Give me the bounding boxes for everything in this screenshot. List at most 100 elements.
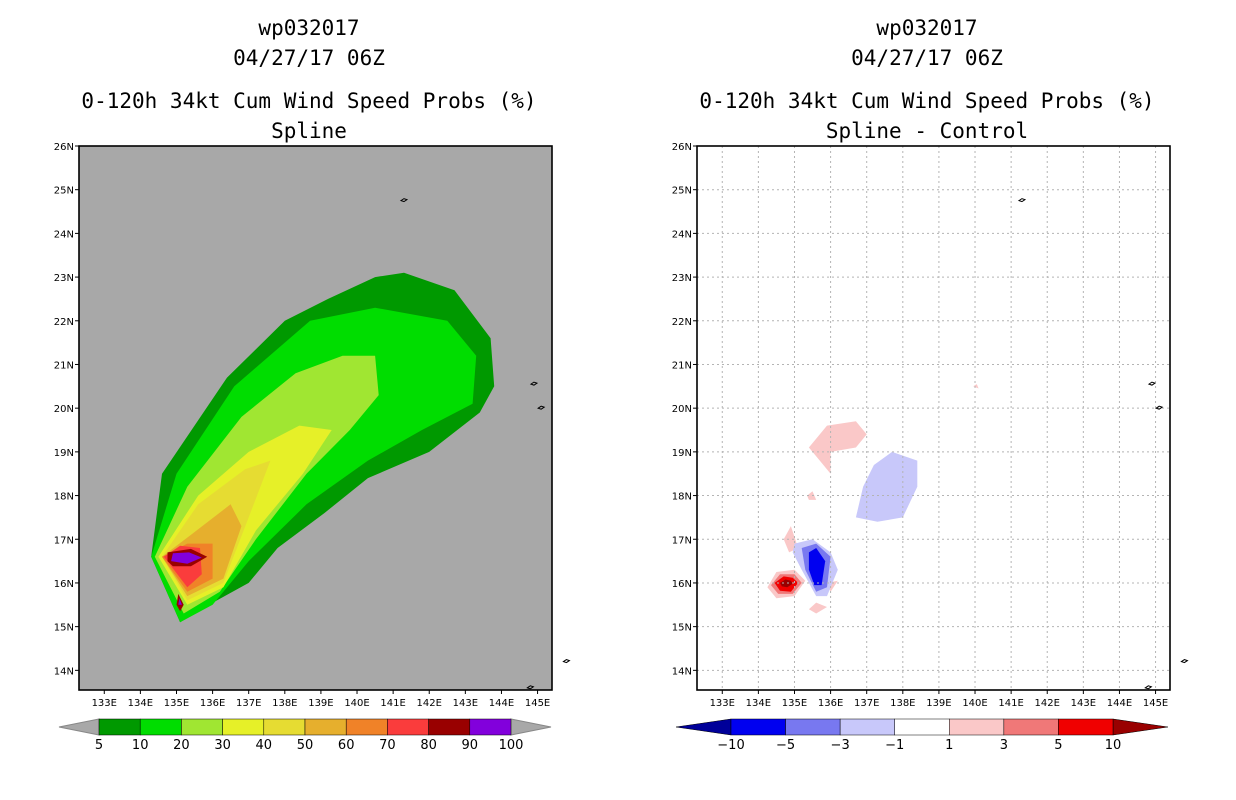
left-panel: wp032017 04/27/17 06Z 0-120h 34kt Cum Wi… <box>54 16 571 753</box>
colorbar-swatch <box>222 718 265 736</box>
contour-1-0 <box>808 421 867 474</box>
y-tick-label: 19N <box>54 448 74 459</box>
colorbar-swatch <box>98 718 141 736</box>
left-map-chart: 133E 134E 135E 136E 137E 138E 139E 140E 141E 142E… <box>54 142 571 753</box>
colorbar-label: 1 <box>945 738 953 753</box>
colorbar-label: 10 <box>1105 738 1122 753</box>
contour-1-4 <box>973 384 979 389</box>
colorbar-swatch <box>785 718 841 736</box>
colorbar-label: 50 <box>297 738 314 753</box>
colorbar-swatch <box>263 718 306 736</box>
x-tick-label: 135E <box>782 698 807 709</box>
y-tick-label: 15N <box>672 623 692 634</box>
colorbar-label: 70 <box>379 738 396 753</box>
x-tick-label: 142E <box>417 698 442 709</box>
colorbar-swatch <box>139 718 182 736</box>
island-outline <box>529 381 539 386</box>
datetime: 04/27/17 06Z <box>851 46 1003 70</box>
chart-subtitle: Spline - Control <box>825 119 1029 143</box>
colorbar-arrow-right <box>510 718 552 736</box>
contour--1-1 <box>855 451 918 522</box>
colorbar-swatch <box>181 718 223 736</box>
chart-title: 0-120h 34kt Cum Wind Speed Probs (%) <box>699 89 1155 113</box>
colorbar-swatch <box>469 718 512 736</box>
colorbar-label: 60 <box>338 738 355 753</box>
x-tick-label: 144E <box>1107 698 1132 709</box>
y-tick-label: 22N <box>54 317 74 328</box>
x-tick-label: 144E <box>489 698 514 709</box>
island-outline <box>1155 405 1164 410</box>
y-tick-label: 25N <box>672 186 692 197</box>
island-outline <box>562 659 571 664</box>
datetime: 04/27/17 06Z <box>233 46 385 70</box>
y-tick-label: 14N <box>54 666 74 677</box>
right-map-chart: 133E 134E 135E 136E 137E 138E 139E 140E 141E 142E… <box>672 142 1189 753</box>
y-tick-label: 26N <box>672 142 692 153</box>
y-tick-label: 20N <box>672 404 692 415</box>
colorbar-swatch <box>1003 718 1059 736</box>
y-tick-label: 16N <box>54 579 74 590</box>
island-outline <box>1180 659 1189 664</box>
contour--5-9 <box>808 548 826 586</box>
y-tick-label: 25N <box>54 186 74 197</box>
x-tick-label: 141E <box>380 698 405 709</box>
colorbar-label: 40 <box>256 738 273 753</box>
y-tick-label: 18N <box>54 492 74 503</box>
y-tick-label: 21N <box>54 360 74 371</box>
colorbar-label: 20 <box>173 738 190 753</box>
y-tick-label: 14N <box>672 666 692 677</box>
y-tick-label: 23N <box>672 273 692 284</box>
x-tick-label: 143E <box>1071 698 1096 709</box>
x-tick-label: 133E <box>710 698 735 709</box>
colorbar-label: −10 <box>717 738 744 753</box>
colorbar-label: 3 <box>1000 738 1008 753</box>
colorbar-label: 100 <box>499 738 524 753</box>
x-tick-label: 136E <box>818 698 843 709</box>
colorbar-label: −3 <box>831 738 850 753</box>
colorbar-swatch <box>894 718 950 736</box>
island-outline <box>399 198 409 203</box>
colorbar-label: 80 <box>420 738 437 753</box>
x-tick-label: 137E <box>854 698 879 709</box>
colorbar-swatch <box>730 718 786 736</box>
x-tick-label: 137E <box>236 698 261 709</box>
storm-id: wp032017 <box>258 16 360 40</box>
y-tick-label: 21N <box>672 360 692 371</box>
colorbar-label: 5 <box>1054 738 1062 753</box>
colorbar-swatch <box>1058 718 1114 736</box>
colorbar-swatch <box>839 718 895 736</box>
island-outline <box>1017 198 1027 203</box>
x-tick-label: 139E <box>308 698 333 709</box>
y-tick-label: 23N <box>54 273 74 284</box>
contour-90-11 <box>178 598 182 605</box>
contour-90-9 <box>171 552 202 564</box>
colorbar-label: 90 <box>462 738 479 753</box>
x-tick-label: 140E <box>962 698 987 709</box>
colorbar-swatch <box>949 718 1005 736</box>
contour-1-3 <box>807 491 817 500</box>
chart-subtitle: Spline <box>271 119 347 143</box>
x-tick-label: 138E <box>272 698 297 709</box>
colorbar-swatch <box>387 718 429 736</box>
y-tick-label: 15N <box>54 623 74 634</box>
x-tick-label: 134E <box>128 698 153 709</box>
x-tick-label: 141E <box>998 698 1023 709</box>
colorbar-label: −5 <box>776 738 795 753</box>
plot-frame <box>696 145 1171 691</box>
island-outline <box>537 405 546 410</box>
colorbar-label: −1 <box>885 738 904 753</box>
x-tick-label: 142E <box>1035 698 1060 709</box>
x-tick-label: 140E <box>344 698 369 709</box>
colorbar-arrow-right <box>1112 718 1169 736</box>
x-tick-label: 135E <box>164 698 189 709</box>
colorbar-arrow-left <box>58 718 100 736</box>
colorbar-swatch <box>304 718 347 736</box>
x-tick-label: 145E <box>1143 698 1168 709</box>
x-tick-label: 139E <box>926 698 951 709</box>
island-outline <box>1144 685 1153 690</box>
y-tick-label: 24N <box>672 229 692 240</box>
colorbar-swatch <box>345 718 388 736</box>
x-tick-label: 133E <box>92 698 117 709</box>
x-tick-label: 134E <box>746 698 771 709</box>
plot-frame <box>78 145 553 691</box>
